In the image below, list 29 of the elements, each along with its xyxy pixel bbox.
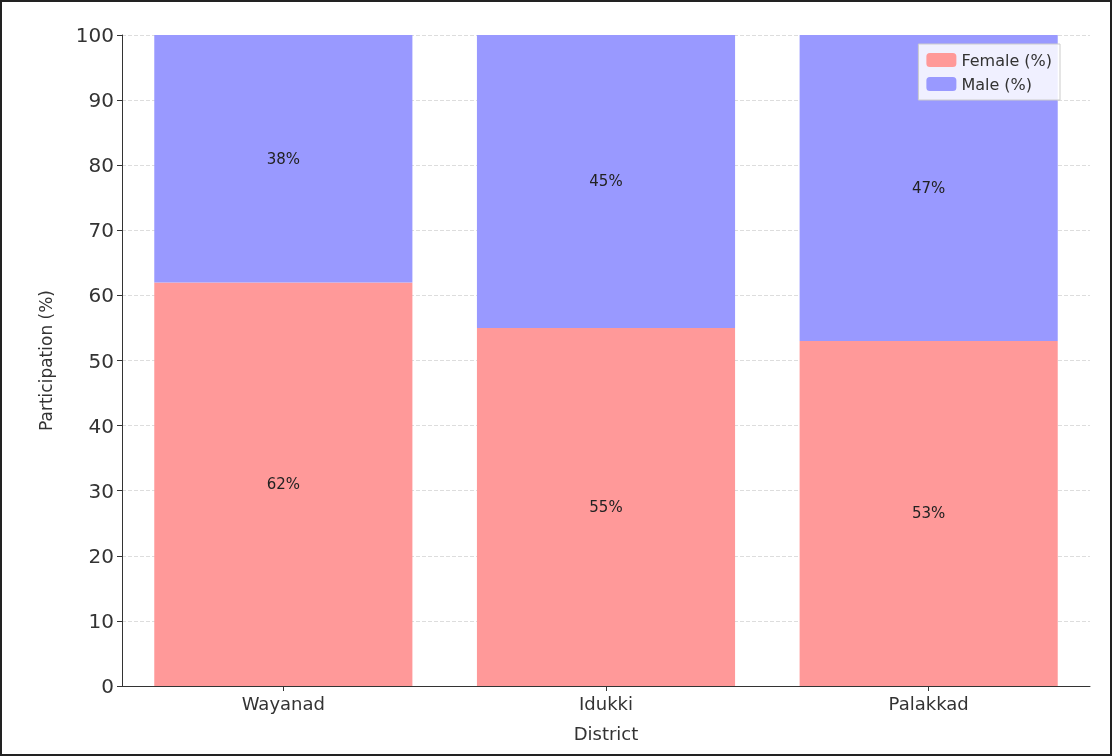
x-axis-title: District [573, 722, 639, 744]
y-tick-label: 0 [101, 674, 114, 698]
data-label: 53% [911, 504, 946, 523]
y-tick-label: 20 [88, 543, 114, 568]
y-tick-label: 90 [88, 88, 114, 113]
y-tick-label: 60 [88, 283, 114, 308]
y-tick-label: 70 [88, 218, 114, 243]
bar [154, 35, 413, 283]
y-tick-label: 50 [88, 348, 114, 373]
y-tick-label: 30 [88, 478, 114, 503]
data-label: 62% [266, 475, 301, 494]
y-axis-title: Participation (%) [35, 290, 56, 431]
data-label: 55% [589, 497, 623, 516]
x-tick-label: Idukki [579, 692, 633, 714]
x-tick-label: Palakkad [888, 692, 969, 714]
bar [476, 327, 736, 686]
data-label: 47% [911, 178, 946, 197]
bar [154, 282, 413, 686]
y-tick-label: 100 [75, 23, 114, 47]
data-label: 45% [589, 172, 623, 191]
y-tick-label: 40 [88, 413, 114, 438]
bar [799, 340, 1058, 686]
y-tick-label: 10 [88, 608, 114, 633]
x-tick-label: Wayanad [241, 692, 325, 714]
data-label: 38% [266, 149, 301, 168]
legend-label: Female (%) [961, 50, 1052, 70]
bar [476, 35, 736, 328]
legend-label: Male (%) [961, 74, 1033, 94]
y-tick-label: 80 [88, 153, 114, 178]
